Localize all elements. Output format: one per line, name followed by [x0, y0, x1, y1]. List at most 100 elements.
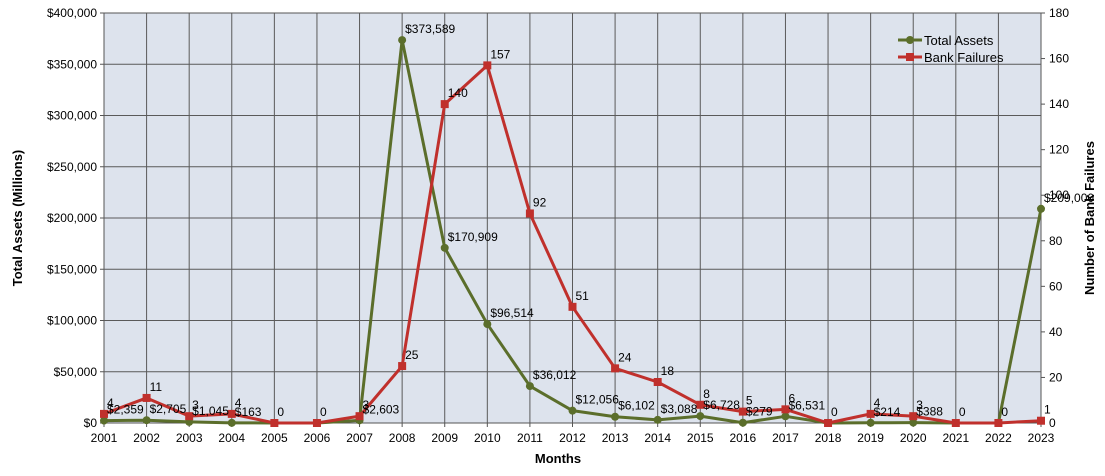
point-total-assets	[525, 382, 534, 391]
data-label-bank-failures: 140	[448, 86, 468, 100]
right-tick-label: 40	[1049, 325, 1063, 339]
point-total-assets	[653, 415, 662, 424]
data-label-bank-failures: 3	[916, 398, 923, 412]
data-label-bank-failures: 25	[405, 348, 419, 362]
data-label-total-assets: $209,000	[1044, 191, 1094, 205]
data-label-total-assets: $214	[874, 405, 901, 419]
data-label-total-assets: $1,045	[192, 404, 229, 418]
point-total-assets	[398, 36, 407, 45]
data-label-total-assets: $373,589	[405, 22, 455, 36]
data-label-bank-failures: 0	[320, 405, 327, 419]
point-total-assets	[611, 412, 620, 421]
x-axis-ticks: 2001 2002 2003 2004 2005 2006 2007 2008 2009 2010…	[91, 423, 1055, 445]
left-tick-label: $350,000	[47, 57, 97, 71]
data-label-total-assets: $96,514	[490, 306, 534, 320]
data-labels: $2,359 $2,705 $1,045 $163 $2,603 $373,589 $170…	[107, 22, 1094, 419]
point-total-assets	[696, 412, 705, 421]
x-tick-label: 2004	[218, 431, 245, 445]
right-tick-label: 20	[1049, 370, 1063, 384]
x-tick-label: 2015	[687, 431, 714, 445]
point-total-assets	[483, 320, 492, 329]
point-bank-failures	[100, 409, 108, 418]
point-bank-failures	[866, 409, 875, 418]
point-total-assets	[909, 418, 918, 427]
point-bank-failures	[1037, 416, 1045, 425]
right-axis-ticks: 0 20 40 60 80 100 120 140 160 180	[1041, 6, 1069, 430]
x-tick-label: 2012	[559, 431, 586, 445]
point-bank-failures	[185, 412, 194, 421]
data-label-total-assets: $2,705	[150, 402, 187, 416]
point-bank-failures	[398, 362, 407, 371]
point-total-assets	[568, 406, 577, 415]
point-bank-failures	[270, 419, 279, 427]
data-label-total-assets: $2,359	[107, 403, 144, 417]
data-label-bank-failures: 3	[192, 398, 199, 412]
data-label-bank-failures: 157	[490, 47, 510, 61]
x-tick-label: 2005	[261, 431, 288, 445]
left-tick-label: $200,000	[47, 211, 97, 225]
x-tick-label: 2009	[431, 431, 458, 445]
data-label-total-assets: $36,012	[533, 368, 577, 382]
x-tick-label: 2001	[91, 431, 118, 445]
point-bank-failures	[525, 209, 534, 218]
point-bank-failures	[440, 100, 449, 109]
data-label-total-assets: $3,088	[661, 402, 698, 416]
grid	[104, 13, 1041, 423]
point-bank-failures	[611, 364, 620, 373]
right-tick-label: 60	[1049, 279, 1063, 293]
right-tick-label: 180	[1049, 6, 1069, 20]
point-total-assets	[142, 416, 151, 425]
x-tick-label: 2011	[517, 431, 543, 445]
x-tick-label: 2014	[644, 431, 671, 445]
point-bank-failures	[781, 405, 790, 414]
x-tick-label: 2019	[857, 431, 884, 445]
legend-bank-failures-marker	[906, 53, 914, 61]
right-tick-label: 140	[1049, 97, 1069, 111]
left-tick-label: $150,000	[47, 262, 97, 276]
point-total-assets	[227, 418, 236, 427]
point-bank-failures	[653, 378, 662, 386]
data-label-total-assets: $279	[746, 405, 773, 419]
left-tick-label: $100,000	[47, 314, 97, 328]
data-label-bank-failures: 92	[533, 195, 547, 209]
data-label-bank-failures: 0	[277, 405, 284, 419]
right-tick-label: 80	[1049, 234, 1063, 248]
legend-total-assets-label: Total Assets	[924, 33, 994, 48]
data-label-bank-failures: 6	[788, 391, 795, 405]
x-tick-label: 2018	[815, 431, 842, 445]
left-tick-label: $300,000	[47, 109, 97, 123]
data-label-bank-failures: 11	[150, 380, 163, 394]
series-layer	[100, 36, 1045, 427]
data-label-bank-failures: 5	[746, 394, 753, 408]
point-bank-failures	[355, 412, 364, 421]
data-label-bank-failures: 4	[235, 396, 242, 410]
x-tick-label: 2017	[772, 431, 799, 445]
data-label-total-assets: $12,056	[576, 393, 620, 407]
point-bank-failures	[483, 61, 492, 70]
point-total-assets	[781, 412, 790, 421]
point-bank-failures	[312, 419, 321, 427]
x-axis-title: Months	[535, 451, 581, 466]
x-tick-label: 2008	[389, 431, 416, 445]
point-total-assets	[440, 243, 449, 252]
data-label-total-assets: $6,102	[618, 399, 655, 413]
data-label-bank-failures: 4	[874, 396, 881, 410]
point-bank-failures	[568, 302, 577, 311]
data-label-bank-failures: 0	[959, 405, 966, 419]
data-label-total-assets: $170,909	[448, 230, 498, 244]
data-label-bank-failures: 8	[703, 387, 710, 401]
legend-bank-failures-label: Bank Failures	[924, 50, 1004, 65]
x-tick-label: 2003	[176, 431, 203, 445]
x-tick-label: 2016	[730, 431, 757, 445]
y-left-axis-title: Total Assets (Millions)	[10, 150, 25, 287]
x-tick-label: 2002	[133, 431, 160, 445]
x-tick-label: 2006	[304, 431, 331, 445]
right-tick-label: 120	[1049, 143, 1069, 157]
data-label-total-assets: $6,531	[788, 398, 825, 412]
point-total-assets	[738, 418, 747, 427]
legend-total-assets-marker	[906, 36, 914, 44]
data-label-bank-failures: 1	[1044, 403, 1051, 417]
point-bank-failures	[738, 407, 747, 416]
x-tick-label: 2021	[942, 431, 969, 445]
